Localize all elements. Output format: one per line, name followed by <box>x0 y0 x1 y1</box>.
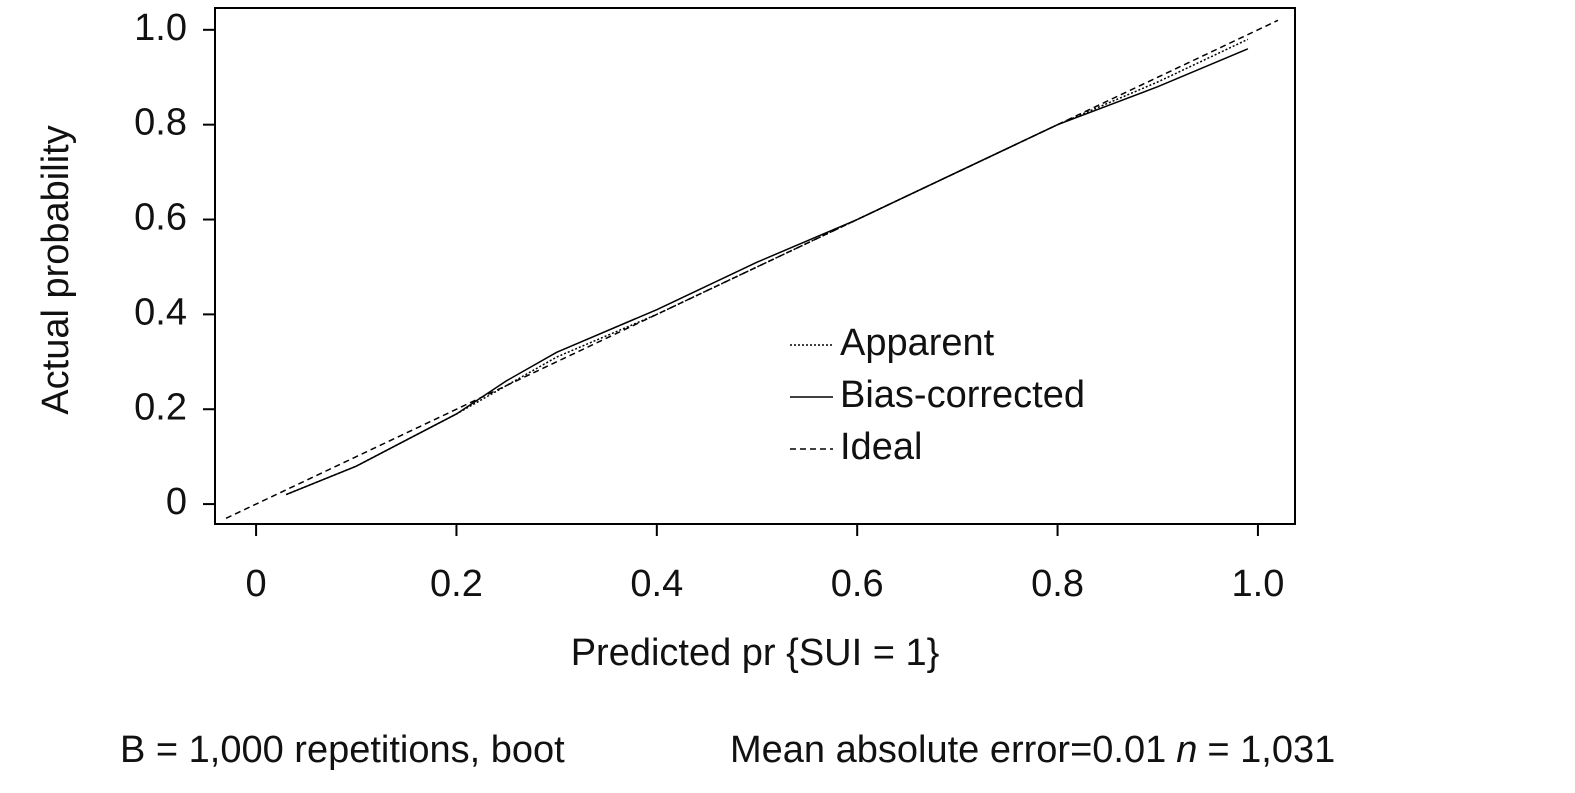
y-tick-label: 1.0 <box>134 7 187 49</box>
footnote: n <box>1176 729 1197 771</box>
x-tick-label: 0.6 <box>831 563 884 605</box>
footnote: B = 1,000 repetitions, boot <box>120 729 565 771</box>
footnote: = 1,031 <box>1207 729 1335 771</box>
y-tick-label: 0.6 <box>134 197 187 239</box>
legend-label: Apparent <box>840 322 995 364</box>
x-tick-label: 0 <box>246 563 267 605</box>
x-tick-label: 0.4 <box>630 563 683 605</box>
series-line <box>225 19 1279 519</box>
x-tick-label: 0.8 <box>1031 563 1084 605</box>
footnote: Mean absolute error=0.01 <box>730 729 1166 771</box>
y-tick-label: 0 <box>166 481 187 523</box>
x-tick-label: 0.2 <box>430 563 483 605</box>
series-line <box>285 48 1249 496</box>
y-tick-label: 0.4 <box>134 291 187 333</box>
plot-frame <box>214 7 1296 525</box>
x-axis-label: Predicted pr {SUI = 1} <box>571 632 940 674</box>
y-tick-label: 0.8 <box>134 102 187 144</box>
y-tick-label: 0.2 <box>134 386 187 428</box>
footnote: Mean absolute error=0.01 n = 1,031 <box>730 729 1335 771</box>
x-tick-label: 1.0 <box>1232 563 1285 605</box>
legend-label: Ideal <box>840 426 922 468</box>
y-axis-label: Actual probability <box>35 125 77 414</box>
legend-label: Bias-corrected <box>840 374 1085 416</box>
